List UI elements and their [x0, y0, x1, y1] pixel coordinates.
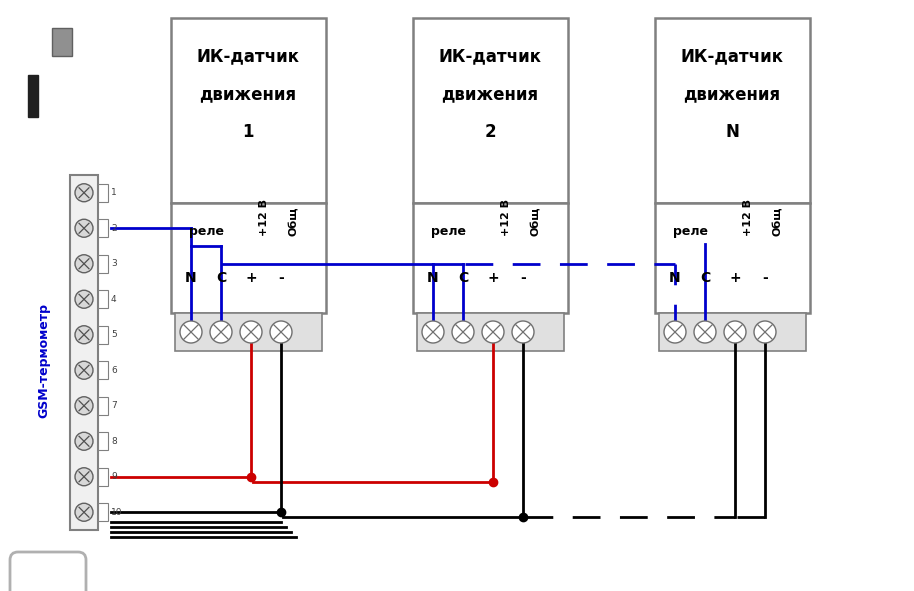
Text: N: N	[186, 271, 197, 285]
Bar	[98, 255, 108, 273]
Text: движения: движения	[441, 85, 538, 103]
Text: Общ: Общ	[772, 206, 782, 236]
Text: +: +	[729, 271, 741, 285]
Text: GSM-термометр: GSM-термометр	[37, 303, 50, 417]
Bar	[659, 313, 806, 351]
Text: 2: 2	[111, 224, 117, 233]
Circle shape	[422, 321, 444, 343]
Text: -: -	[762, 271, 768, 285]
Text: движения: движения	[684, 85, 781, 103]
Bar	[98, 467, 108, 486]
Circle shape	[694, 321, 716, 343]
Text: ИК-датчик: ИК-датчик	[681, 47, 783, 65]
Text: Общ: Общ	[530, 206, 540, 236]
Text: реле: реле	[673, 225, 708, 238]
Circle shape	[452, 321, 474, 343]
Text: ИК-датчик: ИК-датчик	[197, 47, 300, 65]
Circle shape	[512, 321, 534, 343]
Text: +12 В: +12 В	[743, 199, 753, 236]
Text: 3: 3	[111, 259, 117, 268]
Text: 7: 7	[111, 401, 117, 410]
Circle shape	[75, 467, 93, 486]
Circle shape	[75, 361, 93, 379]
Bar	[28, 75, 38, 117]
Text: движения: движения	[199, 85, 296, 103]
Text: 5: 5	[111, 330, 117, 339]
Bar	[98, 432, 108, 450]
Bar	[98, 397, 108, 415]
Text: C: C	[458, 271, 468, 285]
Circle shape	[75, 219, 93, 237]
Text: -: -	[278, 271, 284, 285]
Bar	[98, 361, 108, 379]
Text: N: N	[725, 123, 739, 141]
Bar	[417, 313, 564, 351]
Circle shape	[75, 432, 93, 450]
Circle shape	[664, 321, 686, 343]
Circle shape	[75, 184, 93, 202]
Circle shape	[75, 397, 93, 415]
Bar	[171, 18, 326, 203]
Bar	[70, 175, 98, 530]
Circle shape	[210, 321, 232, 343]
Text: N: N	[427, 271, 439, 285]
Circle shape	[724, 321, 746, 343]
Circle shape	[75, 290, 93, 309]
Bar	[171, 203, 326, 313]
Text: +12 В: +12 В	[501, 199, 511, 236]
Text: 8: 8	[111, 437, 117, 446]
Text: 1: 1	[242, 123, 254, 141]
Text: реле: реле	[431, 225, 466, 238]
Text: 4: 4	[111, 295, 117, 304]
Text: ИК-датчик: ИК-датчик	[439, 47, 541, 65]
Text: 10: 10	[111, 508, 122, 517]
Text: N: N	[669, 271, 681, 285]
Text: 9: 9	[111, 472, 117, 481]
Text: C: C	[700, 271, 710, 285]
Text: 2: 2	[484, 123, 495, 141]
Bar	[98, 219, 108, 237]
Circle shape	[270, 321, 292, 343]
Bar	[98, 184, 108, 202]
Bar	[655, 18, 810, 203]
Text: +: +	[487, 271, 499, 285]
Circle shape	[482, 321, 504, 343]
Bar	[98, 504, 108, 521]
Text: C: C	[216, 271, 226, 285]
Bar	[175, 313, 322, 351]
Circle shape	[75, 504, 93, 521]
Circle shape	[754, 321, 776, 343]
Text: +: +	[245, 271, 257, 285]
Circle shape	[75, 255, 93, 273]
Text: +12 В: +12 В	[259, 199, 269, 236]
Text: Общ: Общ	[288, 206, 298, 236]
FancyBboxPatch shape	[10, 552, 86, 591]
Bar	[655, 203, 810, 313]
Text: -: -	[520, 271, 526, 285]
Text: 1: 1	[111, 189, 117, 197]
Bar	[52, 28, 72, 56]
Bar	[98, 290, 108, 309]
Circle shape	[240, 321, 262, 343]
Text: 6: 6	[111, 366, 117, 375]
Bar	[413, 203, 568, 313]
Circle shape	[180, 321, 202, 343]
Text: реле: реле	[189, 225, 224, 238]
Circle shape	[75, 326, 93, 344]
Bar	[98, 326, 108, 344]
Bar	[413, 18, 568, 203]
